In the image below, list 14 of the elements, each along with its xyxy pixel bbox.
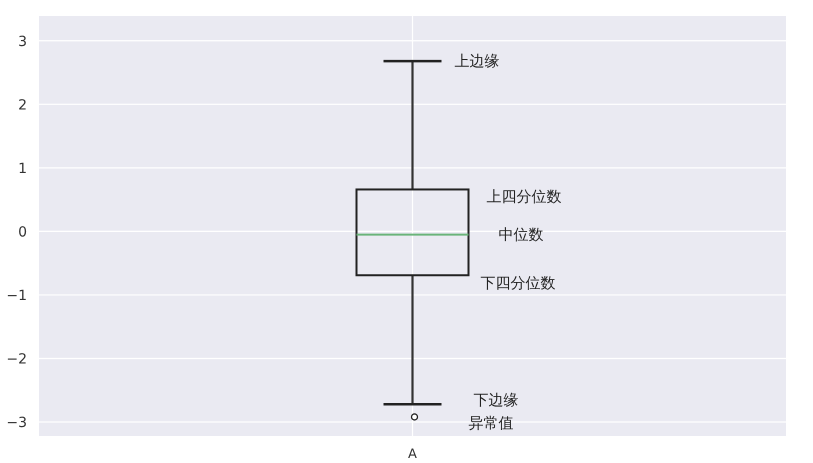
annotation: 下边缘 <box>474 391 518 410</box>
y-tick-label: −2 <box>6 351 27 368</box>
y-tick-label: 3 <box>18 34 27 50</box>
annotation: 上边缘 <box>454 52 500 70</box>
y-tick-label: 2 <box>18 97 27 114</box>
y-tick-label: −3 <box>6 415 27 432</box>
annotation: 中位数 <box>498 226 544 244</box>
y-tick-label: 1 <box>18 160 27 177</box>
y-tick-label: −1 <box>6 288 27 304</box>
annotation: 异常值 <box>468 414 514 432</box>
x-tick-label: A <box>408 447 418 462</box>
annotation: 上四分位数 <box>486 187 562 206</box>
y-tick-label: 0 <box>18 224 27 240</box>
annotation: 下四分位数 <box>480 274 556 292</box>
